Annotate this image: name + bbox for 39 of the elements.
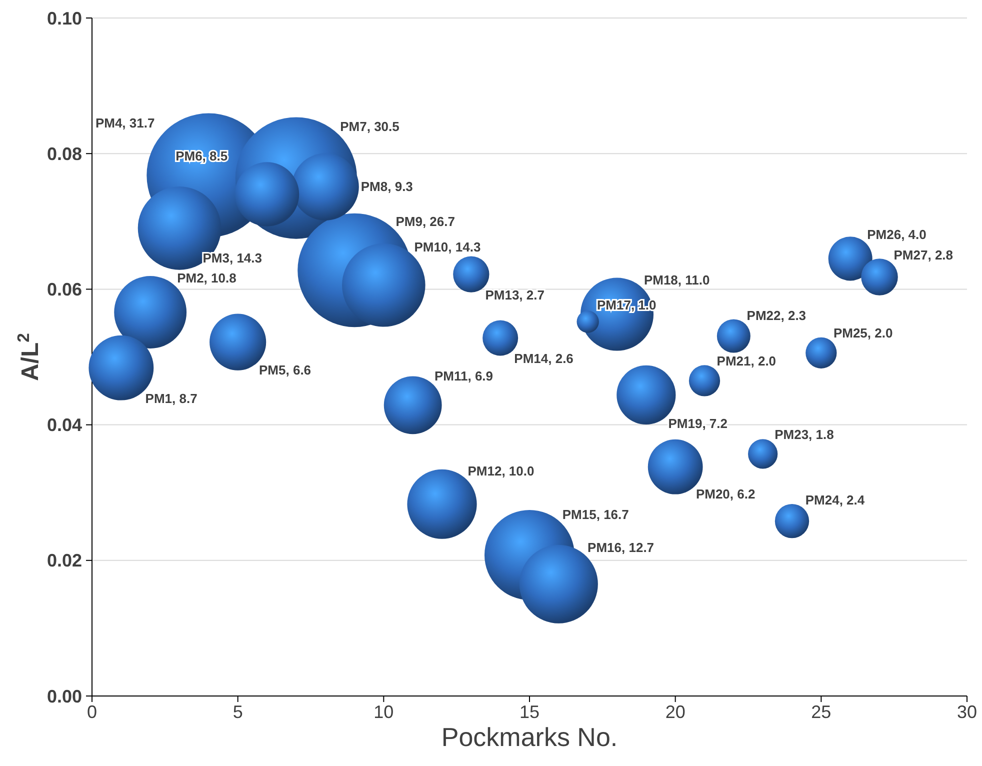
data-label: PM16, 12.7 [588,540,654,556]
y-tick-label: 0.06 [46,280,82,300]
data-label: PM12, 10.0 [468,463,534,478]
data-label: PM8, 9.3 [360,178,413,194]
x-tick-label: 25 [811,702,832,722]
data-label: PM22, 2.3 [746,308,806,323]
x-tick-label: 5 [232,702,243,722]
data-label: PM11, 6.9 [434,368,494,384]
data-label: PM15, 16.7 [562,507,629,522]
data-label: PM7, 30.5 [340,119,400,134]
data-label: PM10, 14.3 [414,240,481,255]
data-label: PM2, 10.8 [177,270,236,286]
x-tick-label: 30 [956,702,978,722]
data-label: PM23, 1.8 [774,427,834,442]
x-tick-label: 10 [374,702,394,722]
data-label: PM18, 11.0 [644,272,710,288]
y-tick-label: 0.00 [46,686,82,706]
data-label: PM13, 2.7 [485,287,544,302]
x-tick-label: 20 [665,702,686,722]
data-label: PM25, 2.0 [833,326,893,341]
data-label: PM1, 8.7 [145,390,198,406]
data-label: PM24, 2.4 [805,492,866,508]
x-tick-label: 0 [86,702,98,722]
data-label: PM6, 8.5 [176,148,228,164]
x-axis-title: Pockmarks No. [441,722,618,752]
x-tick-label: 15 [519,702,540,722]
data-label: PM20, 6.2 [696,486,756,502]
data-label: PM9, 26.7 [396,214,455,229]
y-tick-label: 0.10 [46,8,82,28]
data-label: PM26, 4.0 [867,226,926,242]
data-label: PM21, 2.0 [716,353,776,368]
y-tick-label: 0.08 [46,144,82,164]
data-label: PM19, 7.2 [668,416,728,432]
data-label: PM5, 6.6 [259,362,312,378]
data-label: PM14, 2.6 [514,350,574,366]
data-label: PM4, 31.7 [95,115,155,130]
data-label: PM27, 2.8 [894,248,954,263]
y-tick-label: 0.02 [46,550,82,571]
y-tick-label: 0.04 [46,415,82,436]
